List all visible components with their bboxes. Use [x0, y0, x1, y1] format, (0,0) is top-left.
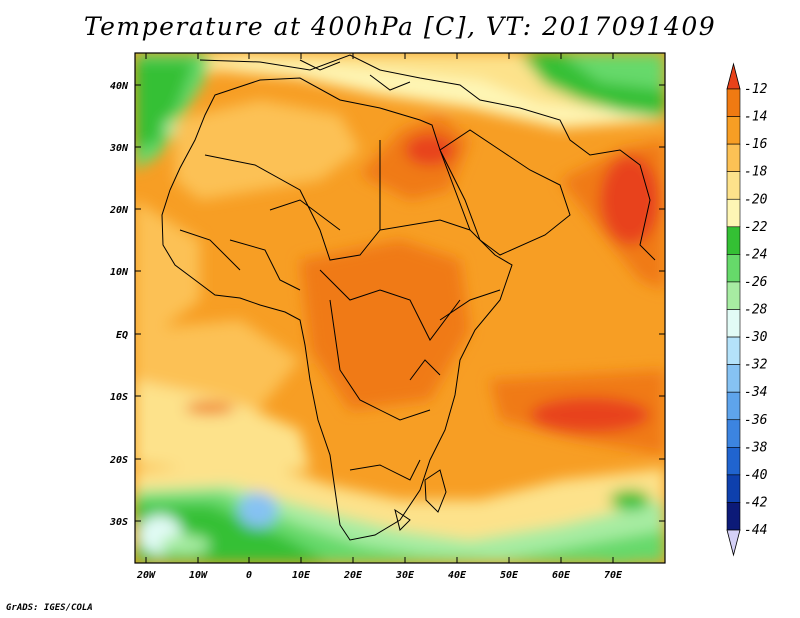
- colorbar-label: -34: [744, 385, 767, 400]
- colorbar-swatch: [726, 198, 741, 228]
- colorbar-swatch: [726, 447, 741, 476]
- lat-label: 10S: [110, 392, 128, 403]
- lat-label: 20N: [109, 205, 129, 216]
- colorbar-swatch: [726, 336, 741, 365]
- colorbar-bottom-triangle: [726, 529, 741, 557]
- colorbar: -12 -14 -16 -18 -20 -22 -24 -26 -28 -30 -32 -34 -36 -…: [726, 62, 768, 557]
- colorbar-swatch: [726, 391, 741, 421]
- colorbar-label: -38: [744, 440, 768, 455]
- colorbar-label: -22: [744, 220, 768, 235]
- lat-label: 40N: [110, 81, 129, 92]
- lat-label: EQ: [116, 330, 128, 341]
- lon-labels: 20W 10W 0 10E 20E 30E 40E 50E 60E 70E: [136, 570, 623, 581]
- colorbar-label: -14: [744, 110, 767, 125]
- colorbar-label: -44: [744, 523, 767, 538]
- colorbar-swatch: [726, 226, 741, 255]
- map-frame: [134, 52, 666, 564]
- colorbar-swatch: [726, 88, 741, 117]
- colorbar-swatch: [726, 254, 741, 283]
- colorbar-label: -16: [744, 137, 768, 152]
- lon-label: 40E: [448, 570, 467, 581]
- lon-label: 10W: [189, 570, 208, 581]
- colorbar-label: -12: [744, 82, 768, 97]
- colorbar-label: -30: [744, 330, 768, 345]
- colorbar-swatch: [726, 474, 741, 503]
- colorbar-swatch: [726, 281, 741, 310]
- lat-labels: 40N 30N 20N 10N EQ 10S 20S 30S: [109, 81, 129, 528]
- colorbar-label: -32: [744, 358, 768, 373]
- colorbar-swatch: [726, 419, 741, 448]
- colorbar-label: -18: [744, 165, 768, 180]
- colorbar-label: -24: [744, 247, 767, 262]
- lon-label: 0: [246, 570, 252, 581]
- lat-label: 20S: [109, 455, 128, 466]
- map-title: Temperature at 400hPa [C], VT: 201709140…: [83, 12, 717, 41]
- colorbar-label: -40: [744, 468, 768, 483]
- colorbar-swatch: [726, 502, 741, 531]
- lon-ticks: [145, 53, 614, 563]
- lon-label: 20W: [136, 570, 156, 581]
- coastlines: [161, 54, 656, 541]
- lat-label: 30N: [109, 143, 129, 154]
- colorbar-swatch: [726, 309, 741, 338]
- lat-label: 10N: [110, 267, 129, 278]
- colorbar-swatch: [726, 364, 741, 393]
- lon-label: 70E: [604, 570, 623, 581]
- temperature-field: [135, 53, 665, 563]
- colorbar-swatch: [726, 143, 741, 172]
- credit-text: GrADS: IGES/COLA: [6, 603, 93, 613]
- lat-ticks: [135, 84, 665, 522]
- lon-label: 20E: [343, 570, 363, 581]
- colorbar-label: -28: [744, 303, 768, 318]
- colorbar-label: -26: [744, 275, 768, 290]
- lon-label: 60E: [552, 570, 571, 581]
- colorbar-top-triangle: [726, 62, 741, 90]
- colorbar-label: -36: [744, 413, 768, 428]
- colorbar-swatch: [726, 171, 741, 200]
- lon-label: 50E: [500, 570, 519, 581]
- colorbar-label: -20: [744, 192, 768, 207]
- colorbar-label: -42: [744, 495, 768, 510]
- lon-label: 30E: [395, 570, 415, 581]
- lon-label: 10E: [292, 570, 311, 581]
- colorbar-swatch: [726, 116, 741, 145]
- lat-label: 30S: [109, 517, 128, 528]
